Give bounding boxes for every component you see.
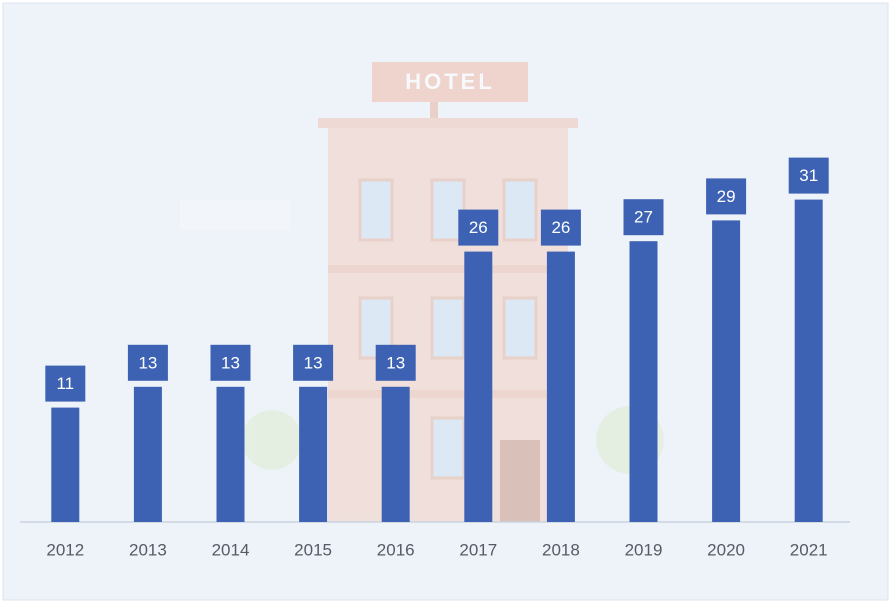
floor-line bbox=[328, 265, 568, 273]
bar bbox=[299, 387, 327, 522]
x-tick-label: 2017 bbox=[459, 540, 497, 559]
chart: HOTEL 2012 11 2013 13 2014 13 2015 13 2016 13 2017… bbox=[0, 0, 891, 603]
bar bbox=[464, 252, 492, 522]
value-label: 31 bbox=[799, 166, 818, 185]
value-label: 29 bbox=[717, 187, 736, 206]
x-tick-label: 2019 bbox=[625, 540, 663, 559]
value-label: 13 bbox=[304, 353, 323, 372]
x-tick-label: 2015 bbox=[294, 540, 332, 559]
roof bbox=[318, 118, 578, 128]
bar bbox=[547, 252, 575, 522]
value-label: 13 bbox=[138, 353, 157, 372]
value-label: 26 bbox=[551, 218, 570, 237]
floor-line bbox=[328, 390, 568, 398]
window bbox=[504, 180, 536, 240]
bar bbox=[630, 241, 658, 522]
bar bbox=[134, 387, 162, 522]
value-label: 11 bbox=[56, 374, 74, 393]
value-label: 27 bbox=[634, 208, 653, 227]
x-tick-label: 2012 bbox=[46, 540, 84, 559]
cloud bbox=[180, 200, 290, 230]
x-tick-label: 2020 bbox=[707, 540, 745, 559]
x-tick-label: 2016 bbox=[377, 540, 415, 559]
bar bbox=[51, 408, 79, 522]
sign-post bbox=[430, 100, 438, 118]
value-label: 13 bbox=[386, 353, 405, 372]
page: {"chart_data": {"type": "bar", "backgrou… bbox=[0, 0, 891, 603]
hotel-sign-text: HOTEL bbox=[405, 69, 495, 94]
x-tick-label: 2014 bbox=[212, 540, 250, 559]
window bbox=[432, 418, 464, 478]
door bbox=[500, 440, 540, 522]
tree bbox=[242, 410, 302, 470]
window bbox=[504, 298, 536, 358]
window bbox=[360, 180, 392, 240]
x-tick-label: 2021 bbox=[790, 540, 828, 559]
bar bbox=[382, 387, 410, 522]
bar bbox=[712, 220, 740, 522]
bar bbox=[795, 200, 823, 522]
bar bbox=[217, 387, 245, 522]
x-tick-label: 2018 bbox=[542, 540, 580, 559]
value-label: 26 bbox=[469, 218, 488, 237]
x-tick-label: 2013 bbox=[129, 540, 167, 559]
window bbox=[432, 298, 464, 358]
value-label: 13 bbox=[221, 353, 240, 372]
